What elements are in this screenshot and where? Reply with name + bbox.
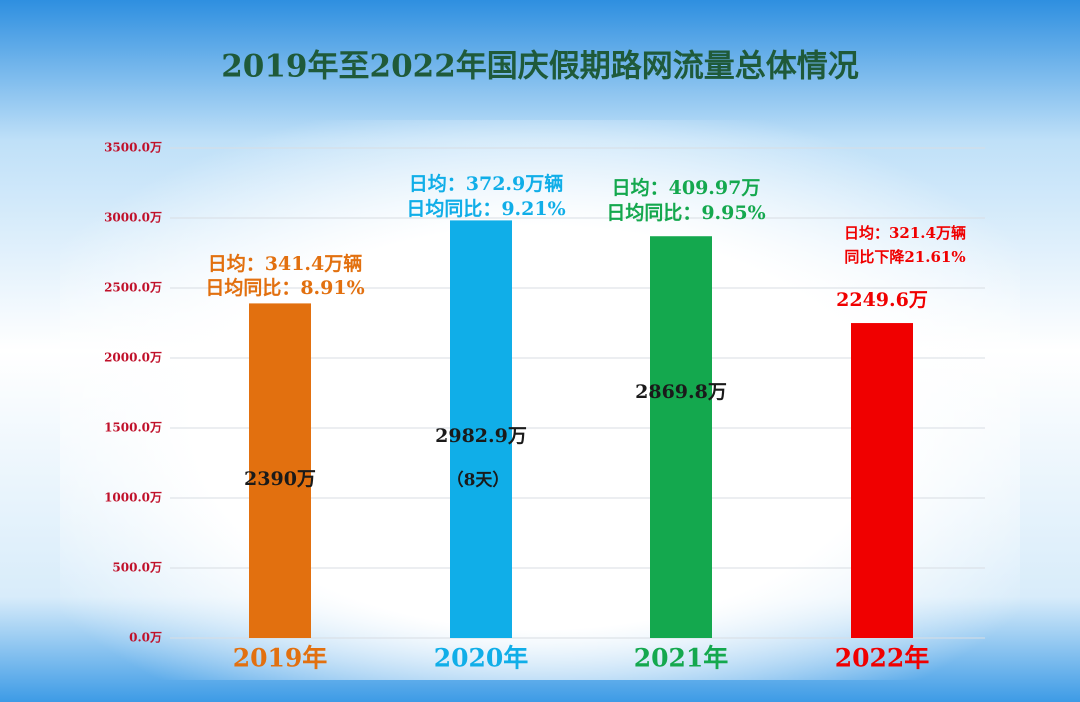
bar-note: 同比下降21.61% <box>844 248 965 266</box>
y-tick-label: 1500.0万 <box>104 421 162 435</box>
bar-note: 日均：372.9万辆 <box>409 172 564 195</box>
bar <box>851 323 913 638</box>
y-tick-label: 1000.0万 <box>104 491 162 505</box>
bar <box>249 303 311 638</box>
x-tick-label: 2021年 <box>634 644 729 673</box>
bar-note: 日均同比：9.95% <box>606 201 765 224</box>
bar-note: 日均同比：8.91% <box>205 276 364 299</box>
bar <box>650 236 712 638</box>
bar-note: 日均：321.4万辆 <box>844 224 966 242</box>
value-label: 2249.6万 <box>836 289 928 311</box>
value-label: 2869.8万 <box>635 381 727 403</box>
y-tick-label: 2500.0万 <box>104 281 162 295</box>
x-tick-label: 2022年 <box>835 644 930 673</box>
value-label: 2390万 <box>244 468 316 490</box>
extra-note: （8天） <box>447 470 510 491</box>
y-tick-label: 500.0万 <box>112 561 162 575</box>
bar-note: 日均：341.4万辆 <box>208 252 363 275</box>
bar-note: 日均：409.97万 <box>612 176 761 199</box>
y-tick-label: 0.0万 <box>129 631 162 645</box>
chart-title: 2019年至2022年国庆假期路网流量总体情况 <box>221 49 859 85</box>
bar <box>450 220 512 639</box>
bar-note: 日均同比：9.21% <box>406 197 565 220</box>
y-tick-label: 3500.0万 <box>104 141 162 155</box>
x-tick-label: 2020年 <box>434 644 529 673</box>
y-tick-label: 2000.0万 <box>104 351 162 365</box>
y-tick-label: 3000.0万 <box>104 211 162 225</box>
x-tick-label: 2019年 <box>233 644 328 673</box>
value-label: 2982.9万 <box>435 425 527 447</box>
